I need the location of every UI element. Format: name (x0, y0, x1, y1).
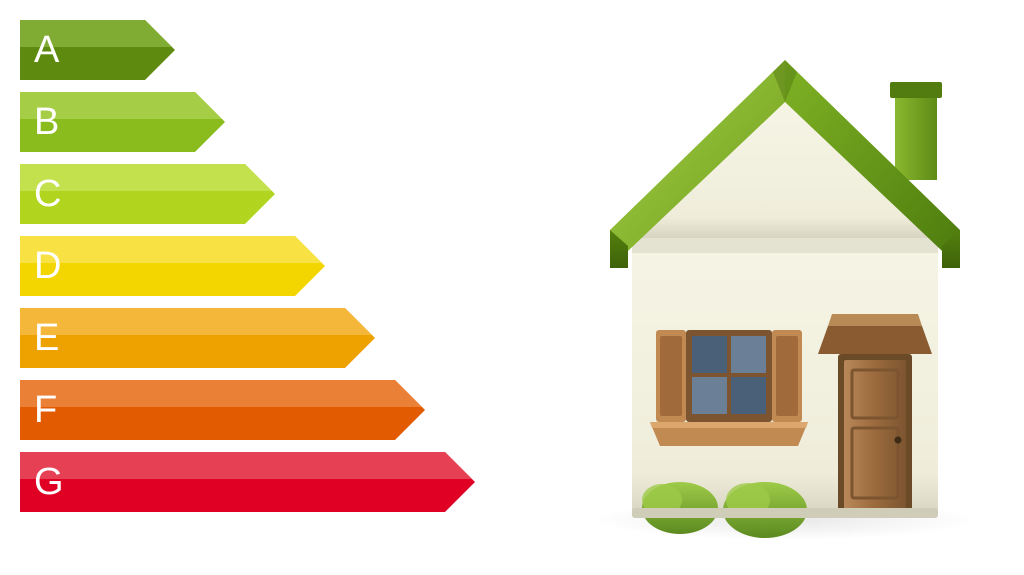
rating-label: A (34, 20, 59, 80)
energy-efficiency-infographic: ABCDEFG (0, 0, 1024, 575)
rating-bar-e: E (20, 308, 475, 368)
rating-label: G (34, 452, 64, 512)
house-illustration (560, 30, 1000, 550)
rating-label: E (34, 308, 59, 368)
rating-bar-c: C (20, 164, 475, 224)
window-icon (650, 330, 808, 446)
rating-label: D (34, 236, 61, 296)
rating-label: C (34, 164, 61, 224)
house-icon (560, 30, 1000, 550)
rating-bar-d: D (20, 236, 475, 296)
rating-label: F (34, 380, 57, 440)
energy-rating-scale: ABCDEFG (20, 20, 475, 524)
rating-bar-f: F (20, 380, 475, 440)
rating-bar-a: A (20, 20, 475, 80)
rating-label: B (34, 92, 59, 152)
rating-bar-g: G (20, 452, 475, 512)
rating-bar-b: B (20, 92, 475, 152)
